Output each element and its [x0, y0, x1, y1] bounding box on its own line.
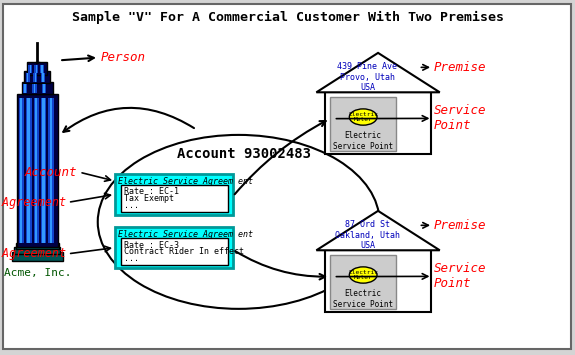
Text: 439 Pine Ave
Provo, Utah
USA: 439 Pine Ave Provo, Utah USA — [338, 62, 397, 92]
FancyBboxPatch shape — [33, 84, 37, 93]
Text: ...: ... — [124, 201, 139, 210]
FancyBboxPatch shape — [26, 73, 30, 82]
FancyBboxPatch shape — [115, 227, 233, 268]
FancyBboxPatch shape — [28, 98, 30, 243]
Text: Person: Person — [101, 51, 145, 64]
FancyBboxPatch shape — [24, 84, 26, 93]
FancyBboxPatch shape — [40, 65, 44, 73]
FancyBboxPatch shape — [14, 247, 60, 254]
FancyBboxPatch shape — [48, 98, 53, 243]
FancyBboxPatch shape — [34, 98, 39, 243]
FancyBboxPatch shape — [121, 238, 228, 265]
FancyBboxPatch shape — [23, 84, 27, 93]
FancyBboxPatch shape — [26, 98, 32, 243]
FancyBboxPatch shape — [34, 73, 36, 82]
FancyBboxPatch shape — [20, 98, 22, 243]
FancyBboxPatch shape — [19, 98, 24, 243]
FancyBboxPatch shape — [330, 255, 396, 308]
Text: Rate : EC-1: Rate : EC-1 — [124, 187, 179, 196]
FancyBboxPatch shape — [42, 98, 44, 243]
Text: Electric
Service Point: Electric Service Point — [333, 131, 393, 151]
FancyBboxPatch shape — [325, 250, 431, 312]
Text: Electric
Meter: Electric Meter — [348, 269, 378, 280]
Text: Account 93002483: Account 93002483 — [177, 147, 312, 161]
Text: Contract Rider In effect: Contract Rider In effect — [124, 247, 244, 256]
FancyBboxPatch shape — [36, 65, 37, 73]
FancyBboxPatch shape — [41, 98, 46, 243]
FancyBboxPatch shape — [41, 65, 43, 73]
FancyBboxPatch shape — [330, 97, 396, 151]
Text: Tax Exempt: Tax Exempt — [124, 194, 174, 203]
Polygon shape — [316, 53, 440, 92]
Text: Electric
Service Point: Electric Service Point — [333, 289, 393, 309]
FancyBboxPatch shape — [34, 65, 39, 73]
FancyBboxPatch shape — [16, 243, 59, 248]
Text: Electric
Meter: Electric Meter — [348, 111, 378, 122]
Text: Service Agreement: Service Agreement — [0, 247, 66, 260]
FancyBboxPatch shape — [22, 82, 53, 94]
FancyBboxPatch shape — [325, 92, 431, 154]
FancyBboxPatch shape — [28, 62, 47, 75]
FancyBboxPatch shape — [121, 185, 228, 212]
FancyBboxPatch shape — [30, 65, 32, 73]
FancyBboxPatch shape — [27, 73, 29, 82]
Text: Electric Service Agreem ent: Electric Service Agreem ent — [118, 177, 253, 186]
FancyBboxPatch shape — [49, 98, 52, 243]
Text: Acme, Inc.: Acme, Inc. — [3, 268, 71, 278]
Text: Sample "V" For A Commercial Customer With Two Premises: Sample "V" For A Commercial Customer Wit… — [71, 11, 504, 24]
Text: Premise: Premise — [434, 61, 486, 74]
FancyBboxPatch shape — [43, 84, 47, 93]
Text: Premise: Premise — [434, 219, 486, 232]
Polygon shape — [316, 211, 440, 250]
Text: 87 Ord St
Oakland, Utah
USA: 87 Ord St Oakland, Utah USA — [335, 220, 400, 250]
Text: Service
Point: Service Point — [434, 104, 486, 132]
Ellipse shape — [350, 109, 377, 125]
FancyBboxPatch shape — [44, 84, 45, 93]
FancyBboxPatch shape — [12, 252, 63, 261]
FancyBboxPatch shape — [24, 71, 51, 83]
Text: ...: ... — [124, 254, 139, 263]
FancyBboxPatch shape — [29, 65, 33, 73]
Text: Electric Service Agreem ent: Electric Service Agreem ent — [118, 230, 253, 239]
Text: Rate : EC-3: Rate : EC-3 — [124, 241, 179, 250]
FancyBboxPatch shape — [34, 84, 36, 93]
FancyBboxPatch shape — [33, 73, 37, 82]
Text: Service Agreement: Service Agreement — [0, 196, 66, 209]
Text: Account: Account — [25, 166, 78, 179]
FancyBboxPatch shape — [115, 174, 233, 215]
FancyBboxPatch shape — [41, 73, 45, 82]
Ellipse shape — [350, 267, 377, 283]
FancyBboxPatch shape — [17, 94, 58, 247]
Text: Service
Point: Service Point — [434, 262, 486, 290]
FancyBboxPatch shape — [3, 4, 571, 349]
FancyBboxPatch shape — [35, 98, 37, 243]
FancyBboxPatch shape — [43, 73, 44, 82]
